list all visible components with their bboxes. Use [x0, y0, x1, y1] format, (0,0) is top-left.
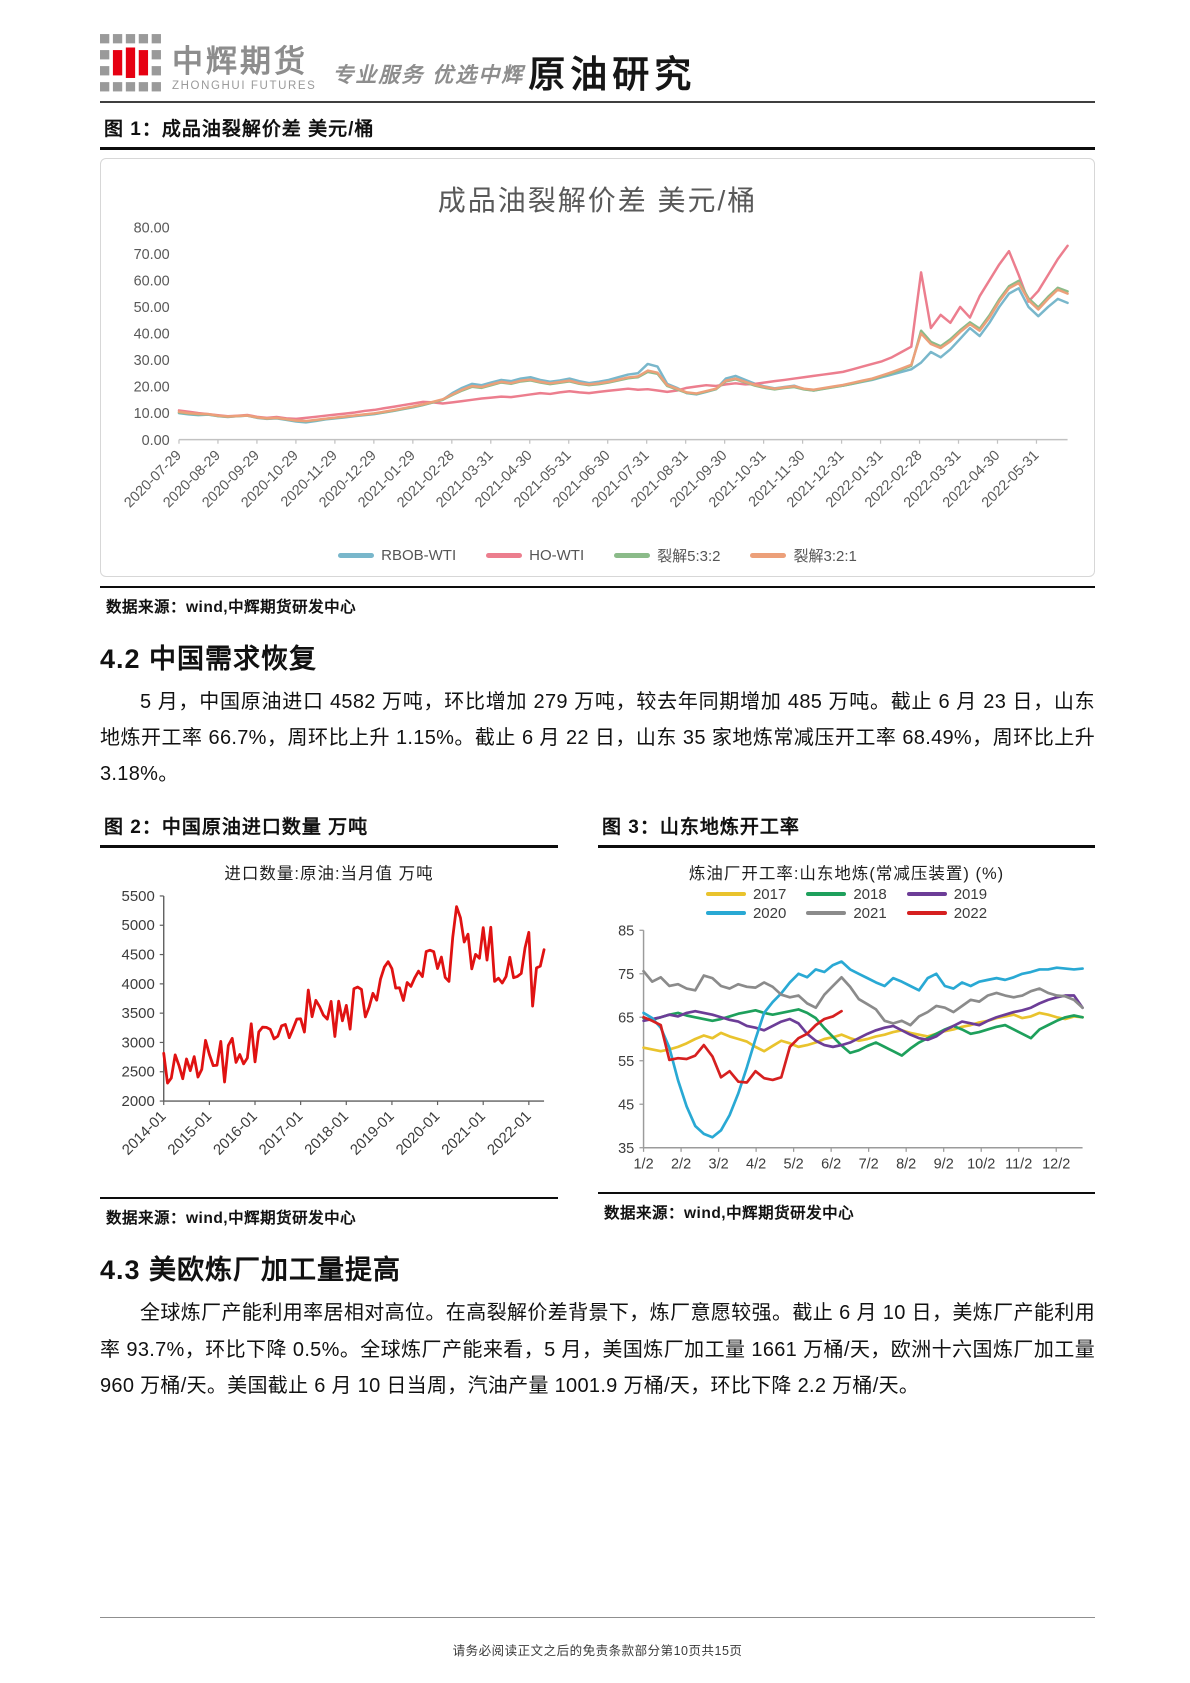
brand-block: 中辉期货 ZHONGHUI FUTURES [172, 46, 316, 93]
brand-tagline: 专业服务 优选中辉 [332, 64, 525, 87]
svg-text:60.00: 60.00 [134, 273, 170, 289]
svg-text:30.00: 30.00 [134, 353, 170, 369]
svg-text:2018-01: 2018-01 [301, 1108, 352, 1159]
chart1-title: 成品油裂解价差 美元/桶 [437, 185, 758, 216]
svg-text:2015-01: 2015-01 [164, 1108, 215, 1159]
legend-item: 2021 [806, 905, 887, 922]
legend-item: 2017 [705, 886, 786, 903]
svg-text:65: 65 [618, 1010, 634, 1026]
brand-name-en: ZHONGHUI FUTURES [172, 79, 317, 92]
svg-text:2017-01: 2017-01 [256, 1108, 307, 1159]
svg-text:75: 75 [618, 967, 634, 983]
svg-text:3000: 3000 [122, 1034, 155, 1051]
chart3-title: 炼油厂开工率:山东地炼(常减压装置) (%) [688, 864, 1005, 883]
zhonghui-logo-icon [100, 34, 161, 92]
svg-text:2020-01: 2020-01 [393, 1108, 444, 1159]
figure1-source: 数据来源：wind,中辉期货研发中心 [100, 585, 1095, 617]
chart2-title: 进口数量:原油:当月值 万吨 [224, 864, 434, 883]
svg-text:85: 85 [618, 923, 634, 939]
chart2-plot: 2000 2500 3000 3500 4000 4500 5000 5500 2014-01 2… [100, 886, 558, 1189]
svg-text:12/2: 12/2 [1042, 1156, 1070, 1172]
svg-text:55: 55 [618, 1054, 634, 1070]
svg-text:4000: 4000 [122, 976, 155, 993]
legend-swatch-icon [705, 892, 746, 897]
page-footer: 请务必阅读正文之后的免责条款部分第10页共15页 [100, 1617, 1095, 1659]
svg-text:35: 35 [618, 1141, 634, 1157]
svg-text:3/2: 3/2 [709, 1156, 729, 1172]
svg-text:2019-01: 2019-01 [347, 1108, 398, 1159]
svg-text:11/2: 11/2 [1005, 1156, 1032, 1172]
legend-swatch-icon [906, 911, 947, 916]
figure1-caption: 图 1：成品油裂解价差 美元/桶 [100, 103, 1095, 150]
svg-text:20.00: 20.00 [134, 380, 170, 396]
svg-text:3500: 3500 [122, 1005, 155, 1022]
svg-text:4500: 4500 [122, 946, 155, 963]
svg-text:40.00: 40.00 [134, 327, 170, 343]
legend-item: HO-WTI [486, 545, 584, 566]
report-type-title: 原油研究 [528, 53, 697, 95]
legend-item: 2020 [705, 905, 786, 922]
footer-disclaimer: 请务必阅读正文之后的免责条款部分第10页共15页 [452, 1644, 743, 1658]
svg-text:9/2: 9/2 [934, 1156, 954, 1172]
figures-2-3-row: 图 2：中国原油进口数量 万吨 进口数量:原油:当月值 万吨 2000 2500 3… [100, 801, 1095, 1229]
svg-text:5500: 5500 [122, 888, 155, 905]
svg-text:2500: 2500 [122, 1064, 155, 1081]
legend-swatch-icon [614, 552, 651, 558]
section-4-2-heading: 4.2 中国需求恢复 [100, 643, 318, 674]
chart3-plot: 35 45 55 65 75 85 1/2 2/2 3/2 4/2 5/2 6/2 7/2 8/2 9/2 1… [598, 922, 1095, 1183]
chart1-legend: RBOB-WTI HO-WTI 裂解5:3:2 裂解3:2:1 [113, 545, 1082, 566]
legend-swatch-icon [906, 892, 947, 897]
legend-item: 2022 [906, 905, 987, 922]
svg-text:2014-01: 2014-01 [119, 1108, 170, 1159]
legend-swatch-icon [806, 892, 847, 897]
figure2-column: 图 2：中国原油进口数量 万吨 进口数量:原油:当月值 万吨 2000 2500 3… [100, 801, 558, 1229]
legend-swatch-icon [338, 552, 375, 558]
section-4-3-heading: 4.3 美欧炼厂加工量提高 [100, 1255, 402, 1286]
svg-text:7/2: 7/2 [859, 1156, 879, 1172]
footer-divider [100, 1617, 1095, 1618]
chart1-plot: 0.00 10.00 20.00 30.00 40.00 50.00 60.00 70.00 8… [113, 219, 1082, 541]
figure3-source: 数据来源：wind,中辉期货研发中心 [598, 1191, 1095, 1223]
report-header: 中辉期货 ZHONGHUI FUTURES 专业服务 优选中辉 原油研究 [100, 34, 1095, 95]
svg-text:10.00: 10.00 [134, 406, 170, 422]
section-4-3-paragraph: 全球炼厂产能利用率居相对高位。在高裂解价差背景下，炼厂意愿较强。截止 6 月 1… [100, 1302, 1095, 1398]
svg-text:45: 45 [618, 1097, 634, 1113]
brand-name: 中辉期货 [172, 43, 308, 79]
figure2-source: 数据来源：wind,中辉期货研发中心 [100, 1197, 558, 1228]
svg-text:0.00: 0.00 [142, 433, 170, 449]
legend-item: 2018 [806, 886, 887, 903]
svg-text:5/2: 5/2 [784, 1156, 804, 1172]
svg-text:1/2: 1/2 [633, 1156, 653, 1172]
svg-text:2000: 2000 [122, 1093, 155, 1110]
figure1-chart-box: 成品油裂解价差 美元/桶 0.00 10.00 20.00 30.00 40.00 50.… [100, 158, 1095, 577]
svg-text:70.00: 70.00 [134, 247, 170, 263]
svg-text:8/2: 8/2 [896, 1156, 916, 1172]
legend-swatch-icon [806, 911, 847, 916]
svg-text:80.00: 80.00 [134, 220, 170, 236]
header-divider [100, 101, 1095, 103]
svg-text:2/2: 2/2 [671, 1156, 691, 1172]
legend-swatch-icon [486, 552, 523, 558]
legend-item: 2019 [906, 886, 987, 903]
svg-text:50.00: 50.00 [134, 300, 170, 316]
svg-text:2022-01: 2022-01 [484, 1108, 535, 1159]
svg-text:5000: 5000 [122, 917, 155, 934]
figure2-caption: 图 2：中国原油进口数量 万吨 [100, 801, 558, 848]
chart3-legend: 2017 2018 2019 2020 2021 2022 [598, 886, 1095, 922]
legend-item: RBOB-WTI [338, 545, 456, 566]
legend-swatch-icon [750, 552, 787, 558]
figure3-caption: 图 3：山东地炼开工率 [598, 801, 1095, 848]
svg-text:2021-01: 2021-01 [438, 1108, 489, 1159]
legend-item: 裂解3:2:1 [750, 545, 857, 566]
svg-text:4/2: 4/2 [746, 1156, 766, 1172]
svg-text:2016-01: 2016-01 [210, 1108, 261, 1159]
section-4-2-paragraph: 5 月，中国原油进口 4582 万吨，环比增加 279 万吨，较去年同期增加 4… [100, 690, 1095, 786]
svg-text:10/2: 10/2 [967, 1156, 995, 1172]
legend-swatch-icon [705, 911, 746, 916]
legend-item: 裂解5:3:2 [614, 545, 720, 566]
figure3-column: 图 3：山东地炼开工率 炼油厂开工率:山东地炼(常减压装置) (%) 2017 2… [598, 801, 1095, 1229]
svg-text:6/2: 6/2 [821, 1156, 841, 1172]
